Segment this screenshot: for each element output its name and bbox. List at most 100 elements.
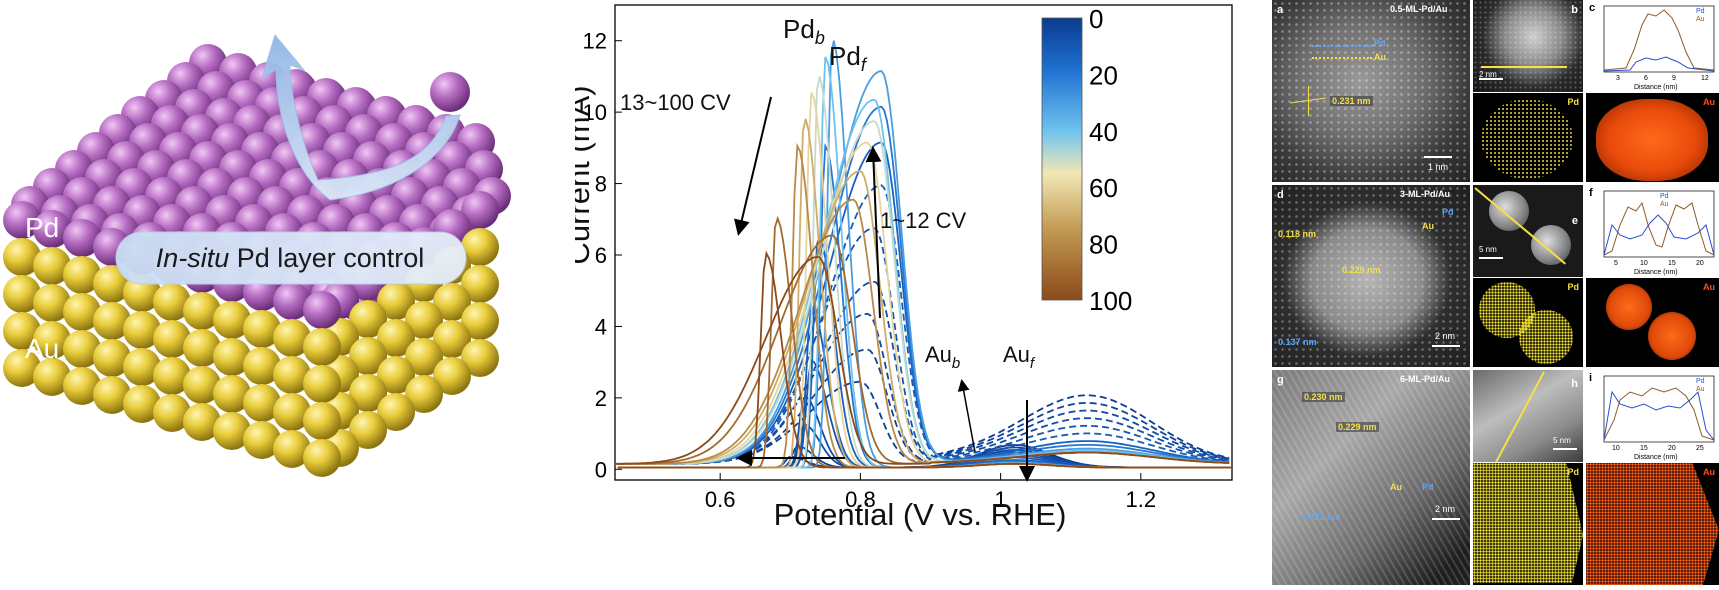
y-tick-label: 6	[595, 243, 607, 268]
au-atom	[405, 375, 443, 413]
x-tick-label: 0.6	[705, 487, 736, 512]
f-xtick-2: 10	[1640, 260, 1648, 267]
au-atom	[377, 393, 415, 431]
colorbar	[1041, 17, 1083, 301]
au-atom	[183, 366, 221, 404]
lattice-spacing-d1: 0.118 nm	[1278, 229, 1317, 239]
scale-bar-e: 5 nm	[1479, 245, 1497, 254]
y-tick-label: 4	[595, 314, 607, 339]
au-atom	[63, 256, 101, 294]
f-legend-pd: Pd	[1660, 193, 1669, 200]
f-xlabel: Distance (nm)	[1634, 269, 1678, 276]
pd-edge-tag-g: Pd	[1422, 482, 1434, 492]
scale-bar-h: 5 nm	[1553, 436, 1571, 445]
x-tick-label: 1.2	[1126, 487, 1157, 512]
pd-atom	[3, 201, 41, 239]
colorbar-tick-label: 60	[1089, 173, 1118, 203]
line-profile-f: 5 10 15 20 Distance (nm) Pd Au f	[1586, 185, 1719, 277]
pd-au-structure-illustration: In-situ Pd layer control Pd Au	[0, 0, 575, 585]
au-atom	[405, 301, 443, 339]
au-atom	[3, 238, 41, 276]
au-atom	[213, 375, 251, 413]
i-xtick-3: 20	[1668, 445, 1676, 452]
au-atom	[349, 411, 387, 449]
pd-b-label: Pdb	[783, 14, 825, 48]
au-atom	[123, 348, 161, 386]
eds-map-au-i: Au	[1586, 463, 1719, 585]
cv-curve-40-backward	[617, 56, 1232, 469]
au-atom	[273, 356, 311, 394]
haadf-image-e: e 5 nm	[1473, 185, 1583, 277]
pd-atom	[33, 210, 71, 248]
au-atom	[123, 385, 161, 423]
curved-arrow	[261, 33, 461, 201]
au-atom	[153, 357, 191, 395]
au-atom	[461, 302, 499, 340]
au-atom	[349, 374, 387, 412]
y-tick-label: 2	[595, 386, 607, 411]
au-atom	[303, 439, 341, 477]
au-atom	[153, 283, 191, 321]
au-atom	[3, 312, 41, 350]
f-xtick-4: 20	[1696, 260, 1704, 267]
panel-letter-a: a	[1277, 4, 1284, 16]
caption-box	[115, 231, 467, 285]
au-atom	[213, 412, 251, 450]
au-atom	[377, 282, 415, 320]
micrograph-panels: a 0.5-ML-Pd/Au Pd Au 0.231 nm 1 nm b 2 n…	[1272, 0, 1719, 585]
plot-frame	[614, 4, 1233, 481]
au-b-label: Aub	[925, 342, 960, 372]
au-atom	[461, 339, 499, 377]
cv-curve-80-backward	[617, 142, 1232, 469]
au-atom	[303, 365, 341, 403]
panel-letter-c: c	[1589, 2, 1596, 14]
y-tick-label: 10	[583, 100, 607, 125]
cv-curve-30-forward	[615, 69, 1230, 465]
y-tick-label: 12	[583, 29, 607, 54]
au-atom	[243, 347, 281, 385]
c-xtick-2: 6	[1644, 75, 1648, 82]
haadf-image-b: b 2 nm	[1473, 0, 1583, 92]
haadf-image-g: g 6-ML-Pd/Au 0.230 nm 0.229 nm 0.222 nm …	[1272, 370, 1470, 585]
au-atom	[461, 265, 499, 303]
panel-letter-d: d	[1277, 189, 1284, 201]
cv-curves	[615, 40, 1232, 469]
y-tick-label: 0	[595, 457, 607, 482]
au-atom	[377, 356, 415, 394]
eds-map-au-c: Au	[1586, 93, 1719, 182]
au-atom	[33, 247, 71, 285]
pd-layer-label: Pd	[25, 212, 59, 243]
au-atom	[33, 284, 71, 322]
pd-atom	[63, 219, 101, 257]
cv-early-label: 1~12 CV	[880, 208, 967, 233]
au-atom	[273, 430, 311, 468]
panel-letter-h: h	[1571, 378, 1578, 390]
c-legend-au: Au	[1696, 16, 1705, 23]
au-atom	[153, 320, 191, 358]
au-atom	[349, 300, 387, 338]
au-atom	[273, 319, 311, 357]
colorbar-tick-label: 80	[1089, 230, 1118, 260]
panel-letter-i: i	[1589, 372, 1593, 384]
map-label-au-f: Au	[1703, 282, 1715, 292]
eds-map-au-f: Au	[1586, 278, 1719, 367]
map-label-pd-e: Pd	[1567, 282, 1579, 292]
cv-curve-60-backward	[617, 92, 1232, 469]
cv-curve-20-forward	[615, 105, 1230, 465]
f-xtick-3: 15	[1668, 260, 1676, 267]
au-atom	[63, 367, 101, 405]
au-atom	[183, 329, 221, 367]
cv-curve-100-forward	[615, 255, 1230, 465]
au-atom	[349, 337, 387, 375]
c-xlabel: Distance (nm)	[1634, 84, 1678, 91]
au-edge-tag: Au	[1422, 221, 1434, 231]
au-atom	[63, 330, 101, 368]
lattice-spacing-g1: 0.230 nm	[1302, 392, 1345, 402]
au-atom	[303, 402, 341, 440]
scale-bar-a: 1 nm	[1428, 162, 1449, 172]
sample-title-6ml: 6-ML-Pd/Au	[1400, 374, 1450, 384]
au-atom	[183, 403, 221, 441]
c-xtick-1: 3	[1616, 75, 1620, 82]
au-atom	[153, 394, 191, 432]
au-atom	[303, 328, 341, 366]
